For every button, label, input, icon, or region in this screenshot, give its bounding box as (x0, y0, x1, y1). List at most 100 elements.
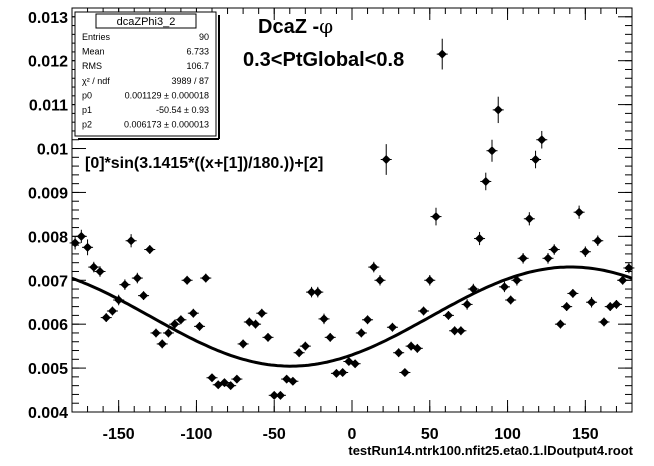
stats-row-value: 0.001129 ± 0.000018 (125, 90, 209, 100)
point-marker (412, 343, 422, 353)
data-point (75, 229, 87, 243)
data-point (200, 273, 212, 283)
point-marker (207, 373, 217, 383)
point-marker (562, 302, 572, 312)
data-point (231, 374, 243, 384)
fit-formula: [0]*sin(3.1415*((x+[1])/180.))+[2] (85, 155, 323, 172)
data-point (492, 96, 504, 124)
point-marker (325, 332, 335, 342)
point-marker (107, 306, 117, 316)
point-marker (462, 299, 472, 309)
point-marker (95, 266, 105, 276)
data-point (362, 315, 374, 325)
y-tick-label: 0.01 (37, 142, 68, 159)
y-tick-label: 0.011 (29, 98, 68, 115)
data-point (250, 319, 262, 329)
x-tick-label: 150 (572, 426, 599, 443)
data-point (586, 296, 598, 308)
point-marker (568, 288, 578, 298)
point-marker (425, 275, 435, 285)
stats-row-value: -50.54 ± 0.93 (156, 105, 209, 115)
x-tick-label: -150 (103, 426, 135, 443)
point-marker (300, 341, 310, 351)
data-point (169, 319, 181, 329)
point-marker (101, 313, 111, 323)
stats-row-value: 0.006173 ± 0.000013 (124, 120, 209, 130)
chart-title-line1: DcaZ -φ (258, 14, 333, 38)
point-marker (182, 275, 192, 285)
x-tick-label: 0 (348, 426, 357, 443)
stats-row-label: χ² / ndf (82, 76, 110, 86)
point-marker (294, 348, 304, 358)
point-marker (437, 49, 447, 59)
y-tick-label: 0.006 (28, 317, 68, 334)
chart-title-line2: 0.3<PtGlobal<0.8 (243, 49, 404, 71)
point-marker (400, 367, 410, 377)
data-point (299, 341, 311, 351)
data-point (206, 373, 218, 383)
stats-row-label: Mean (82, 47, 105, 57)
y-tick-label: 0.009 (28, 185, 68, 202)
point-marker (599, 317, 609, 327)
data-point (225, 381, 237, 391)
y-tick-label: 0.013 (28, 10, 68, 27)
data-point (610, 299, 622, 309)
point-marker (126, 236, 136, 246)
point-marker (356, 328, 366, 338)
data-point (592, 235, 604, 247)
stats-box-frame (74, 11, 217, 137)
point-marker (618, 275, 628, 285)
point-marker (363, 315, 373, 325)
point-marker (120, 280, 130, 290)
stats-box: dcaZPhi3_2 Entries 90 Mean 6.733 RMS 106.7 χ² … (74, 11, 220, 140)
stats-box-title: dcaZPhi3_2 (117, 16, 176, 28)
y-tick-label: 0.007 (28, 273, 68, 290)
point-marker (70, 238, 80, 248)
point-marker (275, 390, 285, 400)
data-point (106, 306, 118, 316)
x-tick-label: -100 (180, 426, 212, 443)
data-point (617, 275, 629, 285)
data-point (442, 310, 454, 320)
data-point (144, 245, 156, 255)
stats-rows: Entries 90 Mean 6.733 RMS 106.7 χ² / ndf 3989 /… (82, 32, 209, 130)
data-point (287, 376, 299, 386)
point-marker (394, 348, 404, 358)
point-marker (555, 319, 565, 329)
data-point (262, 332, 274, 342)
point-marker (574, 207, 584, 217)
data-point (306, 286, 318, 298)
point-marker (450, 326, 460, 336)
data-point (150, 328, 162, 338)
data-point (486, 139, 498, 162)
point-marker (624, 263, 634, 273)
data-point (561, 302, 573, 312)
data-point (88, 261, 100, 273)
data-point (505, 295, 517, 305)
data-point (461, 299, 473, 310)
point-marker (232, 374, 242, 384)
data-point (318, 313, 330, 325)
data-point (554, 319, 566, 329)
data-point (324, 332, 336, 342)
point-marker (350, 359, 360, 369)
y-tick-label: 0.008 (28, 229, 68, 246)
point-marker (163, 328, 173, 338)
point-marker (593, 236, 603, 246)
data-point (293, 348, 305, 358)
data-point (355, 328, 367, 338)
data-point (474, 231, 486, 246)
data-point (312, 286, 324, 298)
stats-row-label: RMS (82, 61, 102, 71)
footer-filename: testRun14.ntrk100.nfit25.eta0.1.lDoutput… (348, 443, 633, 458)
point-marker (611, 299, 621, 309)
data-point (256, 308, 268, 318)
data-point (523, 212, 535, 226)
point-marker (288, 376, 298, 386)
point-marker (170, 319, 180, 329)
x-tick-label: 50 (421, 426, 439, 443)
point-marker (524, 214, 534, 224)
point-marker (387, 322, 397, 332)
point-marker (431, 212, 441, 222)
stats-row-value: 90 (199, 32, 209, 42)
